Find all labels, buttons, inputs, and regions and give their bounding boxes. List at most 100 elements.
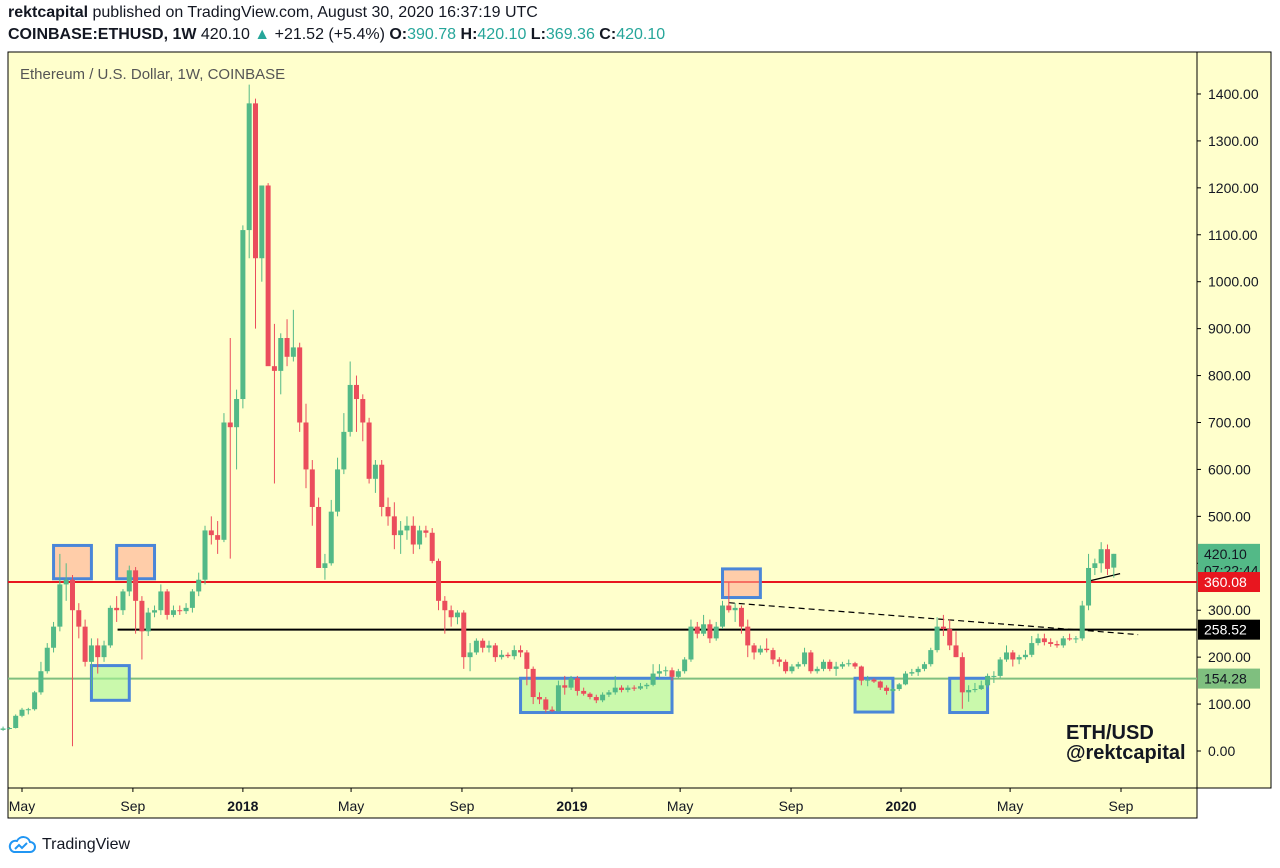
candle-102 <box>644 682 650 690</box>
candle-body <box>606 692 612 695</box>
candle-3 <box>19 707 25 718</box>
publish-info: rektcapital published on TradingView.com… <box>8 4 538 22</box>
candle-60 <box>379 460 385 517</box>
candle-9 <box>57 553 63 632</box>
close-label: C: <box>599 26 617 43</box>
candle-95 <box>600 692 606 703</box>
candle-body <box>101 645 107 658</box>
candle-108 <box>682 657 688 674</box>
candle-89 <box>562 675 568 695</box>
candle-149 <box>940 614 946 637</box>
candle-146 <box>921 661 927 672</box>
candle-body <box>303 422 309 470</box>
candle-62 <box>391 502 397 550</box>
tradingview-cloud-icon[interactable] <box>8 836 36 854</box>
price-axis[interactable] <box>1196 51 1272 789</box>
candle-body <box>25 709 31 711</box>
candle-52 <box>328 499 334 566</box>
candle-body <box>663 670 669 672</box>
candle-27 <box>170 605 176 618</box>
candle-7 <box>44 643 50 674</box>
tradingview-brand[interactable]: TradingView <box>42 836 131 853</box>
y-tick-label: 800.00 <box>1208 368 1251 384</box>
y-tick-label: 900.00 <box>1208 321 1251 337</box>
candle-body <box>505 654 511 657</box>
low-label: L: <box>530 26 546 43</box>
time-axis[interactable] <box>7 787 1198 819</box>
candle-body <box>208 530 214 536</box>
candle-body <box>486 645 492 648</box>
candle-74 <box>467 643 473 672</box>
candle-14 <box>88 638 94 690</box>
candle-46 <box>290 309 296 362</box>
candle-body <box>745 626 751 646</box>
symbol-info: COINBASE:ETHUSD, 1W 420.10 ▲ +21.52 (+5.… <box>8 26 665 44</box>
candle-body <box>978 685 984 690</box>
candle-98 <box>619 685 625 693</box>
candle-body <box>947 628 953 646</box>
candle-body <box>574 678 580 691</box>
author-name[interactable]: rektcapital <box>8 4 89 21</box>
candle-body <box>448 610 454 618</box>
candle-body <box>530 668 536 698</box>
price-change: +21.52 (+5.4%) <box>274 26 385 43</box>
candle-80 <box>505 652 511 659</box>
watermark-pair: ETH/USD <box>1066 722 1154 744</box>
price-label-text: 154.28 <box>1204 671 1247 687</box>
candle-body <box>568 678 574 688</box>
watermark-author: @rektcapital <box>1066 742 1186 764</box>
candle-22 <box>139 596 145 660</box>
candle-body <box>6 728 12 730</box>
candle-150 <box>947 619 953 651</box>
candle-164 <box>1035 633 1041 646</box>
candle-141 <box>890 687 896 693</box>
candle-160 <box>1010 650 1016 667</box>
candle-body <box>802 652 808 665</box>
candle-158 <box>997 657 1003 679</box>
candle-75 <box>473 638 479 655</box>
candle-body <box>461 612 467 658</box>
candle-body <box>436 560 442 601</box>
high-value: 420.10 <box>477 26 527 43</box>
candle-163 <box>1029 636 1035 658</box>
candle-106 <box>669 667 675 681</box>
candle-body <box>637 686 643 689</box>
x-tick-label: 2018 <box>227 798 258 814</box>
candle-body <box>814 668 820 672</box>
candle-17 <box>107 605 113 648</box>
candle-body <box>890 689 896 691</box>
candle-body <box>581 690 587 694</box>
candle-72 <box>454 610 460 625</box>
candle-161 <box>1016 654 1022 665</box>
candle-25 <box>158 584 164 615</box>
candle-137 <box>865 675 871 687</box>
candle-136 <box>858 665 864 686</box>
candle-body <box>1035 638 1041 644</box>
candle-11 <box>69 575 75 747</box>
candle-155 <box>978 680 984 690</box>
candle-103 <box>650 664 656 687</box>
candle-body <box>511 650 517 657</box>
candle-38 <box>240 225 246 409</box>
candle-body <box>776 659 782 662</box>
candle-body <box>619 687 625 690</box>
candle-134 <box>846 659 852 667</box>
y-tick-label: 1400.00 <box>1208 86 1259 102</box>
candle-77 <box>486 640 492 653</box>
candle-body <box>259 185 265 259</box>
candle-body <box>858 666 864 681</box>
candle-166 <box>1048 638 1054 647</box>
candle-115 <box>726 582 732 613</box>
x-tick-label: May <box>667 798 693 814</box>
candle-85 <box>536 692 542 705</box>
candle-114 <box>720 600 726 629</box>
candle-body <box>600 694 606 701</box>
candle-body <box>366 422 372 479</box>
candle-body <box>985 675 991 686</box>
candle-110 <box>694 621 700 639</box>
price-label-2: 360.08 <box>1198 572 1260 593</box>
symbol-name: COINBASE:ETHUSD, 1W <box>8 26 197 43</box>
candle-100 <box>631 685 637 691</box>
